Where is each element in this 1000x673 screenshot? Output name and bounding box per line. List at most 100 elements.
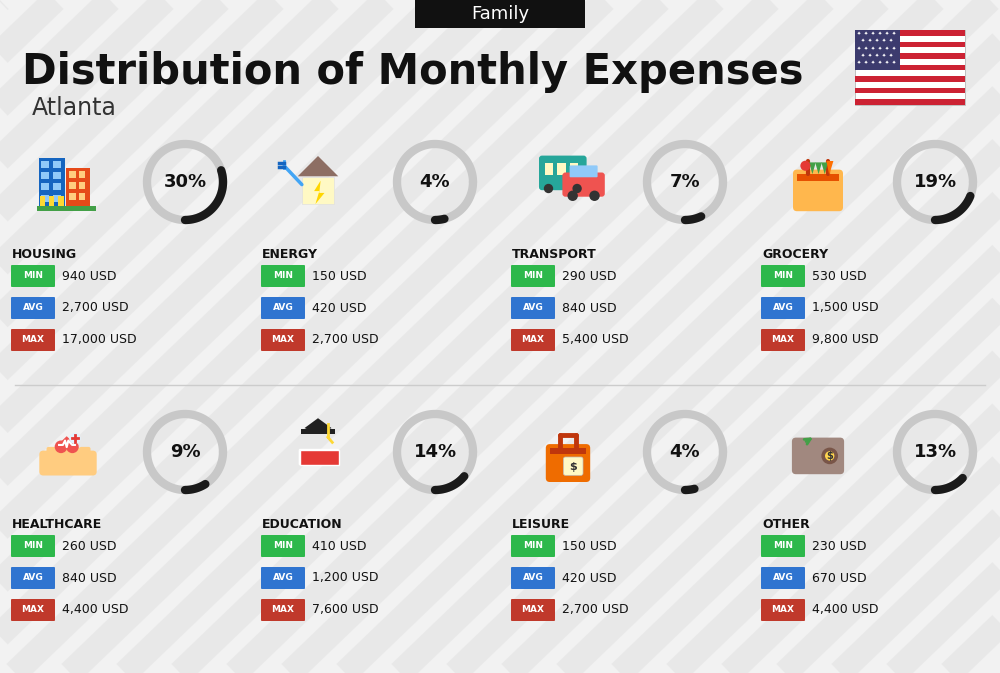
Text: ✦: ✦	[861, 39, 865, 44]
Text: LEISURE: LEISURE	[512, 518, 570, 531]
Text: ✦: ✦	[875, 54, 879, 59]
Polygon shape	[821, 162, 828, 174]
Text: 9%: 9%	[170, 443, 200, 461]
Text: TRANSPORT: TRANSPORT	[512, 248, 597, 261]
Text: ✦: ✦	[871, 46, 875, 51]
Text: 4,400 USD: 4,400 USD	[812, 604, 879, 616]
Text: MAX: MAX	[772, 336, 794, 345]
FancyBboxPatch shape	[261, 535, 305, 557]
Text: 13%: 13%	[913, 443, 957, 461]
Text: MAX: MAX	[22, 606, 44, 614]
Circle shape	[55, 440, 67, 453]
Text: 17,000 USD: 17,000 USD	[62, 334, 137, 347]
Text: ✦: ✦	[878, 61, 882, 66]
Text: MAX: MAX	[272, 336, 294, 345]
FancyBboxPatch shape	[53, 172, 61, 179]
Text: Family: Family	[471, 5, 529, 23]
FancyBboxPatch shape	[298, 450, 338, 464]
Text: 230 USD: 230 USD	[812, 540, 866, 553]
FancyBboxPatch shape	[11, 567, 55, 589]
Text: 4%: 4%	[420, 173, 450, 191]
Text: 420 USD: 420 USD	[562, 571, 616, 584]
Text: ✦: ✦	[882, 39, 886, 44]
FancyBboxPatch shape	[11, 297, 55, 319]
Polygon shape	[815, 162, 822, 174]
FancyBboxPatch shape	[66, 168, 90, 206]
Text: 940 USD: 940 USD	[62, 269, 116, 283]
FancyBboxPatch shape	[793, 170, 843, 211]
Text: MAX: MAX	[22, 336, 44, 345]
Circle shape	[825, 451, 834, 460]
Text: EDUCATION: EDUCATION	[262, 518, 343, 531]
Text: ✦: ✦	[889, 54, 893, 59]
Text: 7%: 7%	[670, 173, 700, 191]
Text: AVG: AVG	[773, 573, 793, 583]
Text: ✦: ✦	[857, 46, 861, 51]
FancyBboxPatch shape	[855, 76, 965, 82]
Text: ✦: ✦	[885, 32, 889, 36]
FancyBboxPatch shape	[39, 158, 65, 206]
FancyBboxPatch shape	[550, 448, 586, 454]
Text: MIN: MIN	[523, 271, 543, 281]
Circle shape	[567, 190, 578, 201]
Circle shape	[800, 161, 810, 171]
FancyBboxPatch shape	[797, 174, 839, 182]
FancyBboxPatch shape	[53, 184, 61, 190]
FancyBboxPatch shape	[761, 297, 805, 319]
FancyBboxPatch shape	[855, 30, 900, 71]
FancyBboxPatch shape	[761, 535, 805, 557]
Text: ✦: ✦	[868, 54, 872, 59]
Text: $: $	[826, 451, 833, 461]
Text: OTHER: OTHER	[762, 518, 810, 531]
FancyBboxPatch shape	[41, 194, 49, 202]
Text: ✦: ✦	[864, 32, 868, 36]
Text: ✦: ✦	[871, 61, 875, 66]
FancyBboxPatch shape	[79, 447, 91, 460]
Text: MIN: MIN	[273, 271, 293, 281]
FancyBboxPatch shape	[511, 599, 555, 621]
Circle shape	[544, 184, 553, 193]
Polygon shape	[826, 161, 833, 175]
FancyBboxPatch shape	[261, 297, 305, 319]
FancyBboxPatch shape	[511, 265, 555, 287]
Circle shape	[821, 448, 838, 464]
Text: AVG: AVG	[23, 304, 43, 312]
FancyBboxPatch shape	[511, 535, 555, 557]
FancyBboxPatch shape	[69, 193, 76, 200]
Text: 290 USD: 290 USD	[562, 269, 616, 283]
Text: $: $	[569, 462, 577, 472]
FancyBboxPatch shape	[855, 65, 965, 71]
Text: 150 USD: 150 USD	[312, 269, 367, 283]
Text: 14%: 14%	[413, 443, 457, 461]
FancyBboxPatch shape	[761, 329, 805, 351]
Text: 19%: 19%	[913, 173, 957, 191]
FancyBboxPatch shape	[511, 329, 555, 351]
Text: MAX: MAX	[772, 606, 794, 614]
Text: 1,500 USD: 1,500 USD	[812, 302, 879, 314]
FancyBboxPatch shape	[41, 184, 49, 190]
Text: GROCERY: GROCERY	[762, 248, 828, 261]
Text: 4%: 4%	[670, 443, 700, 461]
FancyBboxPatch shape	[855, 99, 965, 105]
FancyBboxPatch shape	[761, 265, 805, 287]
Text: ✦: ✦	[864, 46, 868, 51]
Text: ✦: ✦	[861, 54, 865, 59]
Text: MAX: MAX	[522, 336, 544, 345]
FancyBboxPatch shape	[79, 193, 85, 200]
FancyBboxPatch shape	[855, 30, 965, 36]
Text: AVG: AVG	[273, 573, 293, 583]
Text: AVG: AVG	[273, 304, 293, 312]
Text: ✦: ✦	[875, 39, 879, 44]
Polygon shape	[314, 180, 324, 204]
FancyBboxPatch shape	[39, 451, 97, 476]
Text: ✦: ✦	[878, 46, 882, 51]
Circle shape	[572, 184, 582, 193]
Text: MIN: MIN	[773, 542, 793, 551]
FancyBboxPatch shape	[539, 155, 587, 190]
FancyBboxPatch shape	[545, 164, 553, 175]
Text: AVG: AVG	[23, 573, 43, 583]
Text: 260 USD: 260 USD	[62, 540, 116, 553]
FancyBboxPatch shape	[562, 172, 605, 197]
Text: ✦: ✦	[885, 46, 889, 51]
Text: MIN: MIN	[523, 542, 543, 551]
